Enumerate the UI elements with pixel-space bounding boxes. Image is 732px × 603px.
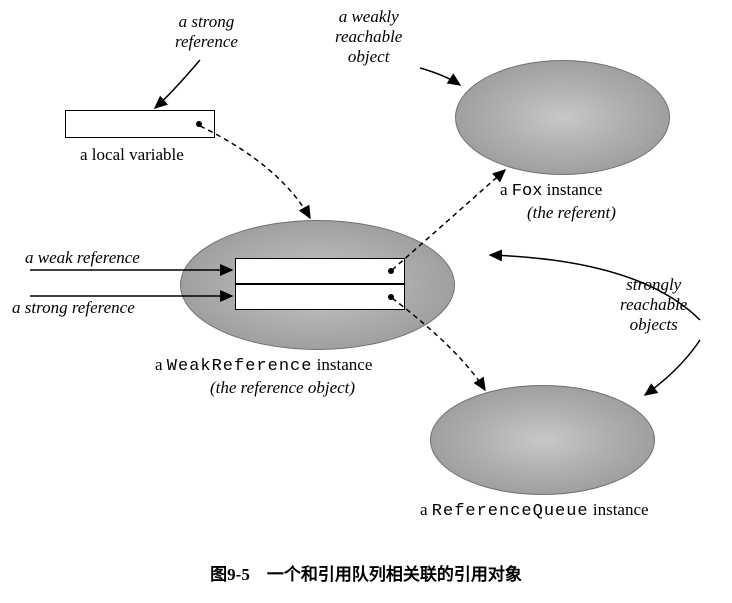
text: reference <box>175 32 238 51</box>
weakref-dot-top <box>388 268 394 274</box>
text: reachable <box>620 295 687 314</box>
text: reachable <box>335 27 402 46</box>
text: a strong <box>179 12 235 31</box>
text: object <box>348 47 390 66</box>
text: (the reference object) <box>210 378 355 397</box>
text: a weak reference <box>25 248 140 267</box>
text: strongly <box>626 275 681 294</box>
label-fox-sub: (the referent) <box>527 203 616 223</box>
label-weakly-reachable: a weakly reachable object <box>335 7 402 67</box>
caption: 图9-5 一个和引用队列相关联的引用对象 <box>0 560 732 585</box>
text: a <box>155 355 163 374</box>
weakref-dot-bot <box>388 294 394 300</box>
text: a local variable <box>80 145 184 164</box>
label-strongly-reachable: strongly reachable objects <box>620 275 687 335</box>
label-strong-ref-left: a strong reference <box>12 298 135 318</box>
localvar-dot <box>196 121 202 127</box>
text: a <box>420 500 428 519</box>
text: instance <box>593 500 649 519</box>
text-mono: WeakReference <box>167 357 313 376</box>
text: objects <box>630 315 678 334</box>
label-strong-ref-top: a strong reference <box>175 12 238 52</box>
text: a strong reference <box>12 298 135 317</box>
label-refqueue-instance: a ReferenceQueue instance <box>420 500 649 521</box>
refqueue-ellipse <box>430 385 655 495</box>
weakref-rect-bot <box>235 284 405 310</box>
fox-ellipse <box>455 60 670 175</box>
label-weakref-instance: a WeakReference instance <box>155 355 372 376</box>
localvar-rect <box>65 110 215 138</box>
text: (the referent) <box>527 203 616 222</box>
text: instance <box>547 180 603 199</box>
text: a <box>500 180 508 199</box>
text-mono: Fox <box>512 182 543 201</box>
weakref-rect-top <box>235 258 405 284</box>
label-weakref-sub: (the reference object) <box>210 378 355 398</box>
text-mono: ReferenceQueue <box>432 502 589 521</box>
label-local-var: a local variable <box>80 145 184 165</box>
text: instance <box>317 355 373 374</box>
text: a weakly <box>339 7 399 26</box>
label-weak-ref-left: a weak reference <box>25 248 140 268</box>
caption-text: 图9-5 一个和引用队列相关联的引用对象 <box>210 565 522 584</box>
label-fox-instance: a Fox instance <box>500 180 602 201</box>
